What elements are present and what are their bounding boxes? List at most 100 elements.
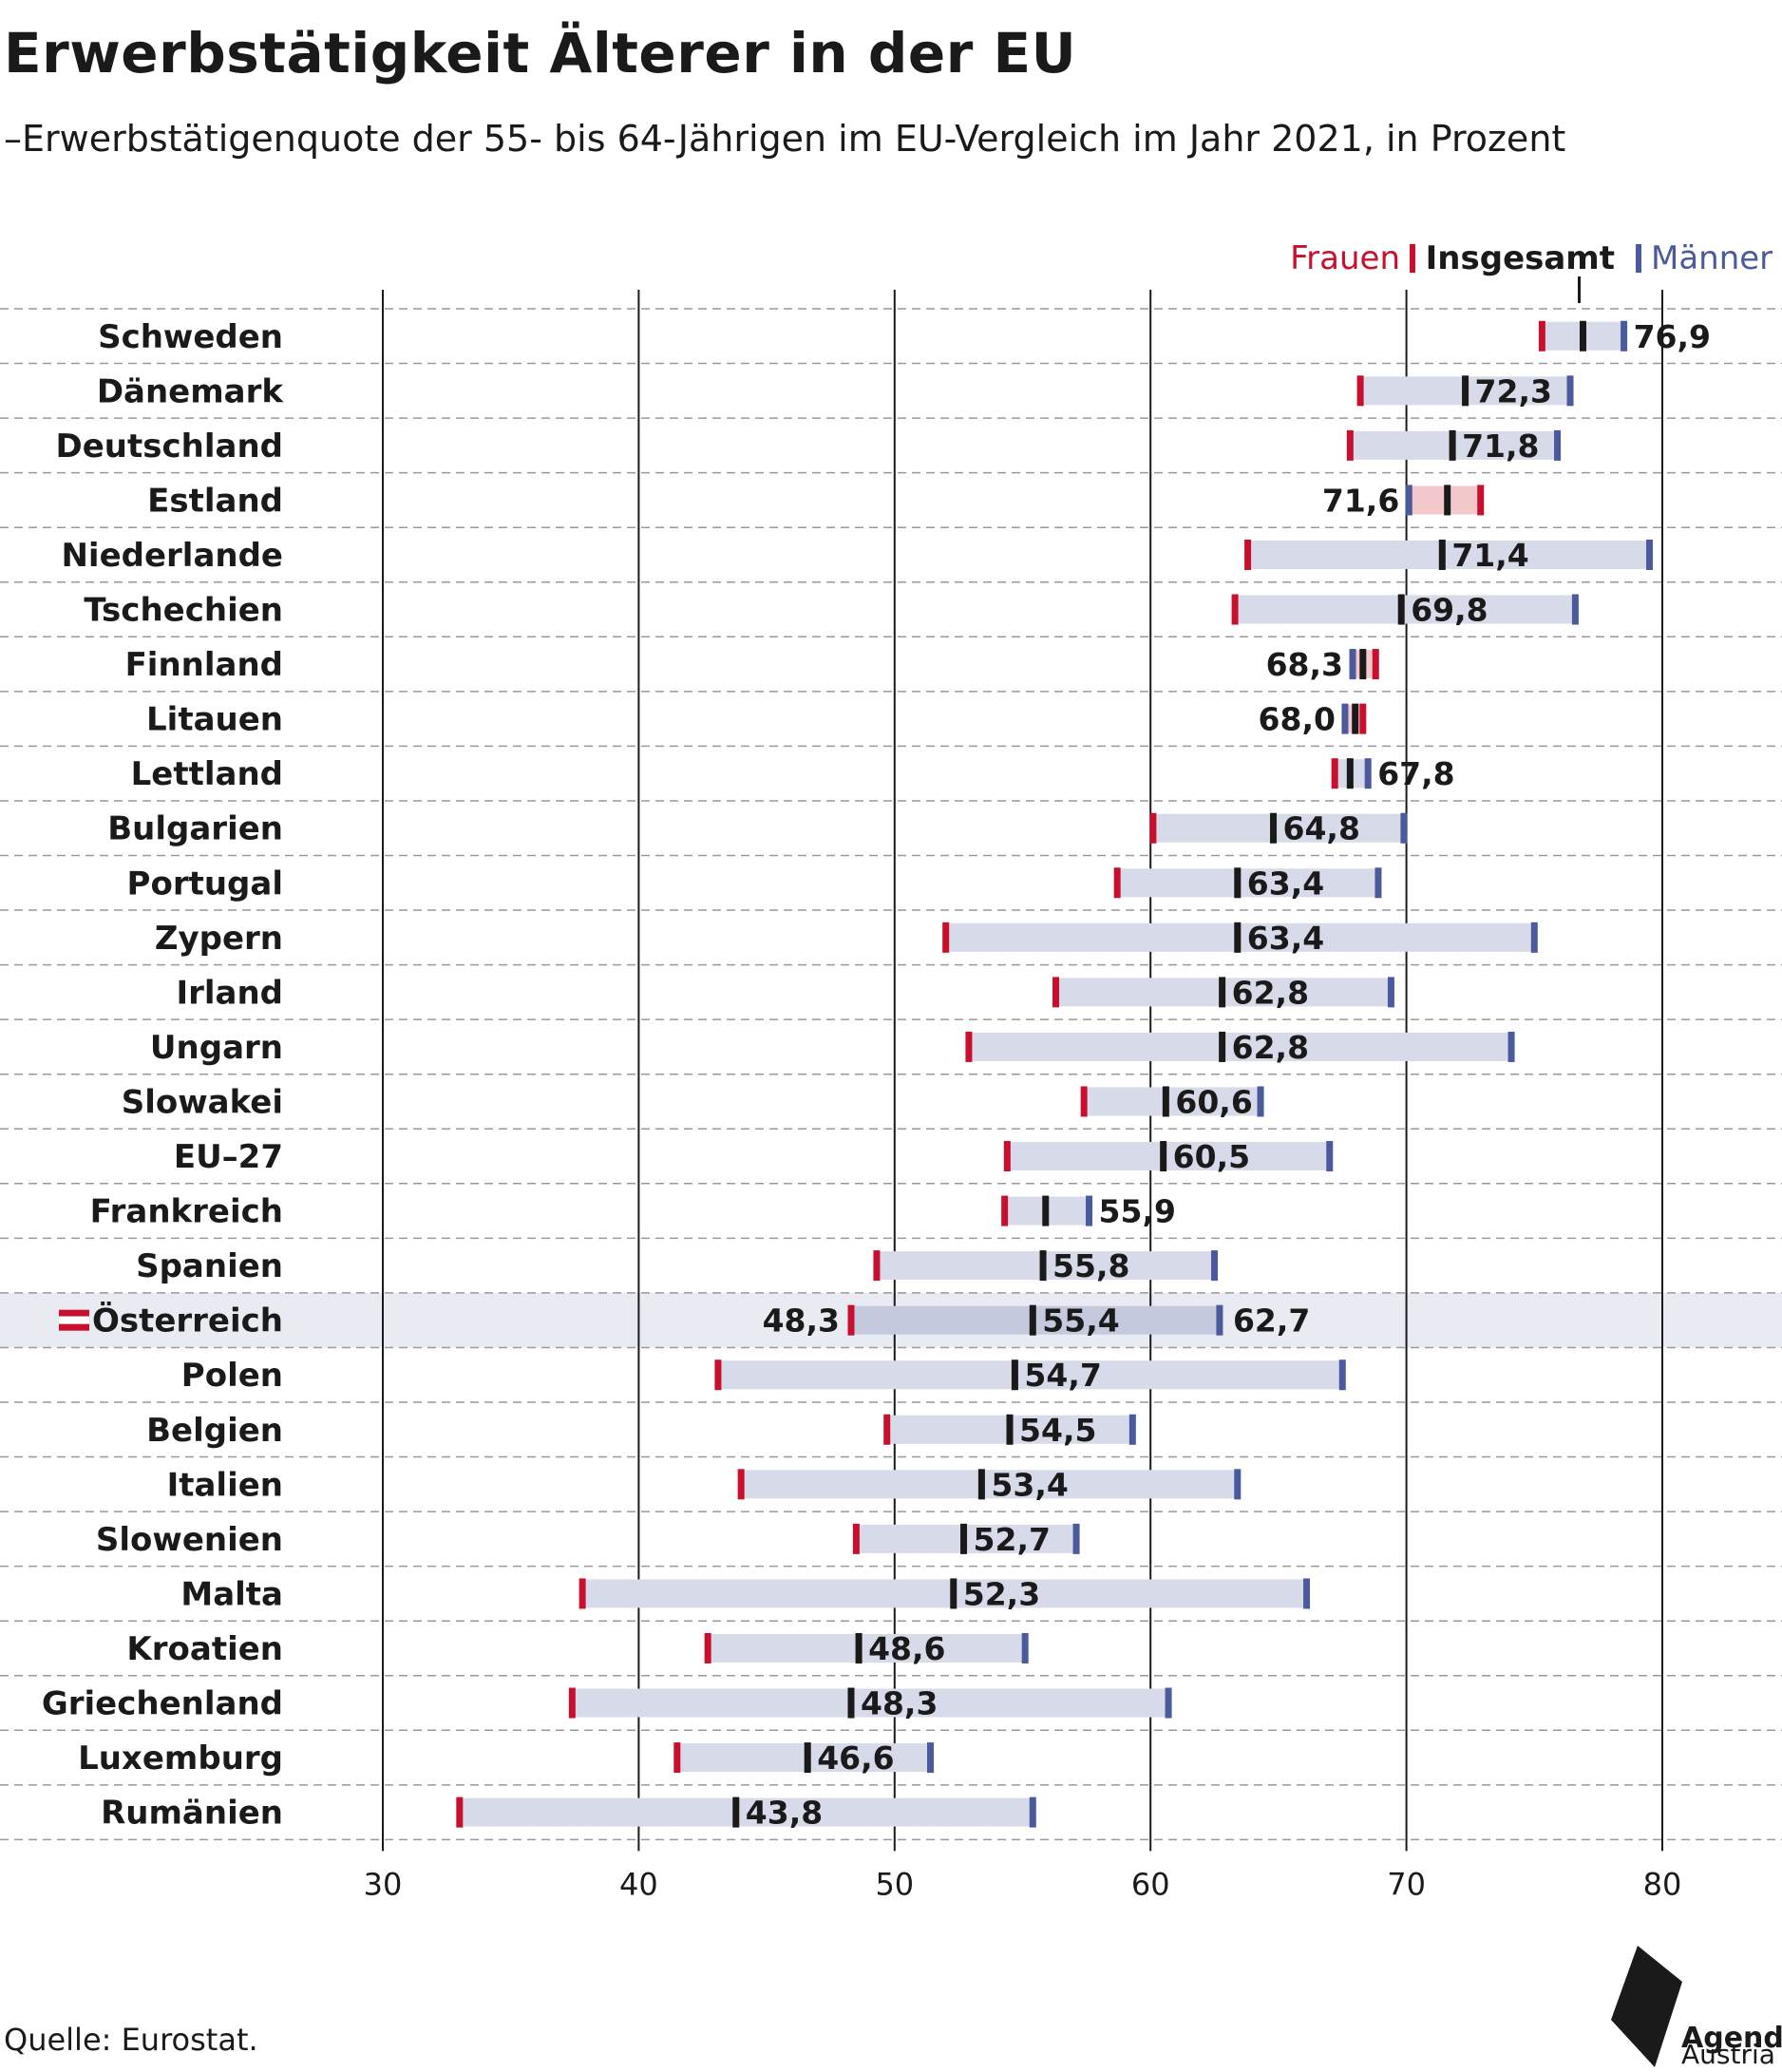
frauen-value-label: 48,3 [763, 1302, 840, 1340]
maenner-mark [1257, 1086, 1264, 1117]
maenner-mark [927, 1742, 935, 1774]
frauen-mark [456, 1796, 464, 1828]
maenner-mark [1387, 977, 1394, 1008]
row-label: Niederlande [61, 537, 283, 575]
legend-maenner-marker [1636, 244, 1641, 273]
maenner-mark [1364, 758, 1372, 789]
range-bar [1235, 595, 1576, 624]
legend-maenner-label: Männer [1651, 239, 1773, 277]
value-label: 52,3 [963, 1575, 1040, 1612]
maenner-mark [1341, 703, 1349, 734]
value-label: 53,4 [991, 1466, 1068, 1503]
maenner-mark [1211, 1250, 1219, 1282]
range-bar [1117, 868, 1378, 898]
value-label: 60,6 [1175, 1083, 1252, 1120]
insgesamt-mark [1444, 485, 1451, 516]
row-label: Kroatien [126, 1630, 283, 1668]
value-label: 62,8 [1232, 974, 1309, 1011]
maenner-mark [1029, 1796, 1036, 1828]
insgesamt-mark [1270, 812, 1278, 844]
frauen-mark [578, 1578, 586, 1609]
frauen-mark [1080, 1086, 1088, 1117]
frauen-mark [1359, 703, 1367, 734]
row-label: Malta [180, 1575, 283, 1613]
row-label: Ungarn [150, 1029, 283, 1067]
x-tick-label: 40 [619, 1866, 658, 1902]
maenner-mark [1374, 867, 1382, 899]
maenner-mark [1530, 922, 1538, 953]
legend-insgesamt-connector [1578, 276, 1581, 303]
maenner-mark [1216, 1304, 1223, 1336]
frauen-mark [1113, 867, 1121, 899]
frauen-mark [852, 1523, 860, 1554]
value-label: 64,8 [1283, 810, 1360, 847]
insgesamt-mark [1029, 1304, 1036, 1336]
value-label: 63,4 [1247, 865, 1324, 902]
frauen-mark [568, 1687, 576, 1719]
x-tick-label: 70 [1387, 1866, 1426, 1902]
source-note: Quelle: Eurostat. [4, 2022, 258, 2058]
range-bar [1007, 1142, 1330, 1171]
insgesamt-mark [1042, 1195, 1050, 1226]
frauen-mark [1149, 812, 1157, 844]
row-label: Deutschland [56, 428, 283, 466]
legend-frauen-marker [1410, 244, 1415, 273]
range-bar [572, 1688, 1169, 1718]
x-axis-ticks: 30 40 50 60 70 80 [364, 1866, 1682, 1902]
range-bar [741, 1470, 1238, 1499]
range-bar [1247, 540, 1650, 569]
value-label: 72,3 [1475, 372, 1552, 409]
insgesamt-mark [977, 1469, 985, 1500]
austria-flag-icon [58, 1309, 90, 1331]
insgesamt-mark [1449, 429, 1456, 461]
row-label: Tschechien [84, 592, 283, 630]
frauen-mark [673, 1742, 681, 1774]
value-label: 62,8 [1232, 1029, 1309, 1066]
row-label: Slowenien [96, 1521, 283, 1559]
value-label: 76,9 [1634, 318, 1711, 355]
value-label: 55,4 [1042, 1302, 1119, 1340]
x-tick-label: 30 [364, 1866, 403, 1902]
row-label: Portugal [127, 865, 283, 903]
frauen-mark [1346, 429, 1354, 461]
flag-stripe [59, 1323, 89, 1331]
maenner-mark [1400, 812, 1408, 844]
frauen-mark [1356, 375, 1364, 407]
frauen-mark [942, 922, 950, 953]
frauen-mark [1372, 649, 1379, 680]
range-bar [968, 1032, 1512, 1061]
insgesamt-mark [847, 1687, 855, 1719]
maenner-value-label: 62,7 [1233, 1302, 1310, 1340]
x-tick-label: 50 [875, 1866, 914, 1902]
logo-shape-icon [1611, 1946, 1682, 2067]
range-bar [459, 1797, 1033, 1827]
value-label: 48,3 [861, 1685, 938, 1722]
maenner-mark [1571, 594, 1579, 625]
row-label: Lettland [131, 755, 283, 793]
row-label: Dänemark [97, 372, 285, 410]
frauen-mark [1244, 539, 1252, 570]
row-label: Bulgarien [107, 810, 283, 848]
range-bar [708, 1633, 1026, 1663]
flag-stripe [58, 1316, 90, 1324]
x-tick-label: 60 [1131, 1866, 1170, 1902]
x-tick-label: 80 [1643, 1866, 1682, 1902]
insgesamt-mark [1438, 539, 1446, 570]
maenner-mark [1326, 1141, 1334, 1172]
maenner-mark [1338, 1359, 1346, 1391]
maenner-mark [1405, 485, 1412, 516]
value-label: 67,8 [1377, 755, 1454, 792]
row-label: Belgien [146, 1412, 283, 1450]
insgesamt-mark [1359, 649, 1367, 680]
frauen-mark [737, 1469, 745, 1500]
frauen-mark [704, 1632, 711, 1663]
insgesamt-mark [1462, 375, 1469, 407]
value-label: 52,7 [974, 1521, 1051, 1558]
range-bar [582, 1579, 1307, 1608]
row-label: Irland [176, 974, 283, 1012]
row-label: Rumänien [101, 1795, 283, 1833]
value-label: 46,6 [817, 1739, 894, 1777]
insgesamt-mark [804, 1742, 811, 1774]
legend: Frauen Insgesamt Männer [1290, 239, 1773, 303]
value-label: 54,7 [1024, 1357, 1101, 1394]
